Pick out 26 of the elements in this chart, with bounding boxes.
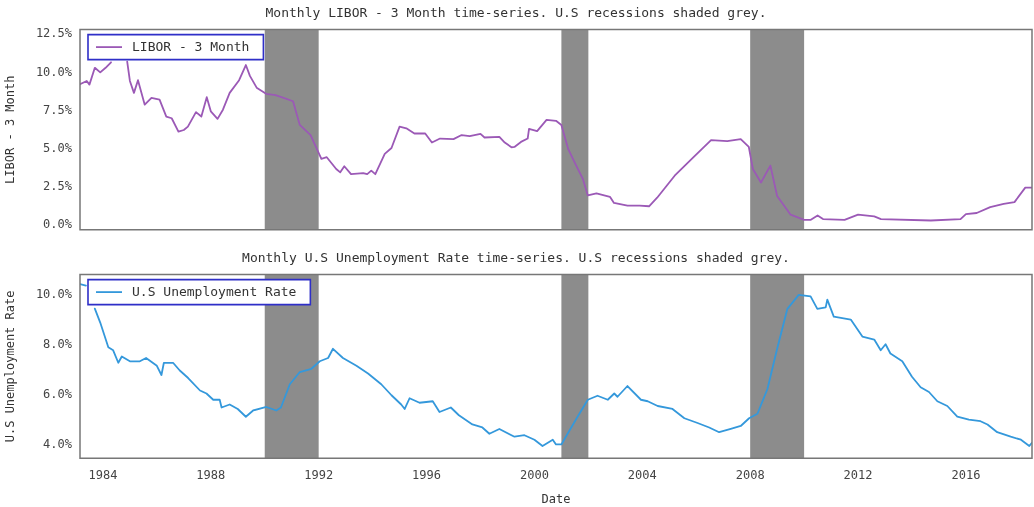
legend-label: LIBOR - 3 Month xyxy=(132,39,250,55)
y-axis-title: LIBOR - 3 Month xyxy=(3,75,18,184)
y-axis-title: U.S Unemployment Rate xyxy=(3,290,18,443)
legend-label: U.S Unemployment Rate xyxy=(132,284,297,300)
y-tick-label: 4.0% xyxy=(43,436,73,451)
y-tick-label: 2.5% xyxy=(43,179,73,194)
chart-title: Monthly U.S Unemployment Rate time-series. U.S recessions shaded grey. xyxy=(242,250,790,266)
y-tick-label: 10.0% xyxy=(35,64,73,79)
chart-title: Monthly LIBOR - 3 Month time-series. U.S recessions shaded grey. xyxy=(265,5,767,21)
y-tick-label: 5.0% xyxy=(43,140,73,155)
y-tick-label: 0.0% xyxy=(43,217,73,232)
x-tick-label: 1984 xyxy=(88,467,118,482)
x-tick-label: 1992 xyxy=(304,467,334,482)
x-axis-title: Date xyxy=(541,491,571,506)
x-tick-label: 2016 xyxy=(951,467,981,482)
x-tick-label: 2000 xyxy=(519,467,549,482)
x-tick-label: 2012 xyxy=(843,467,873,482)
x-tick-label: 1988 xyxy=(196,467,226,482)
y-tick-label: 7.5% xyxy=(43,102,73,117)
x-tick-label: 2004 xyxy=(627,467,657,482)
y-tick-label: 8.0% xyxy=(43,336,73,351)
y-tick-label: 6.0% xyxy=(43,386,73,401)
y-tick-label: 12.5% xyxy=(35,26,73,41)
y-tick-label: 10.0% xyxy=(35,286,73,301)
x-tick-label: 1996 xyxy=(412,467,441,482)
x-tick-label: 2008 xyxy=(735,467,765,482)
